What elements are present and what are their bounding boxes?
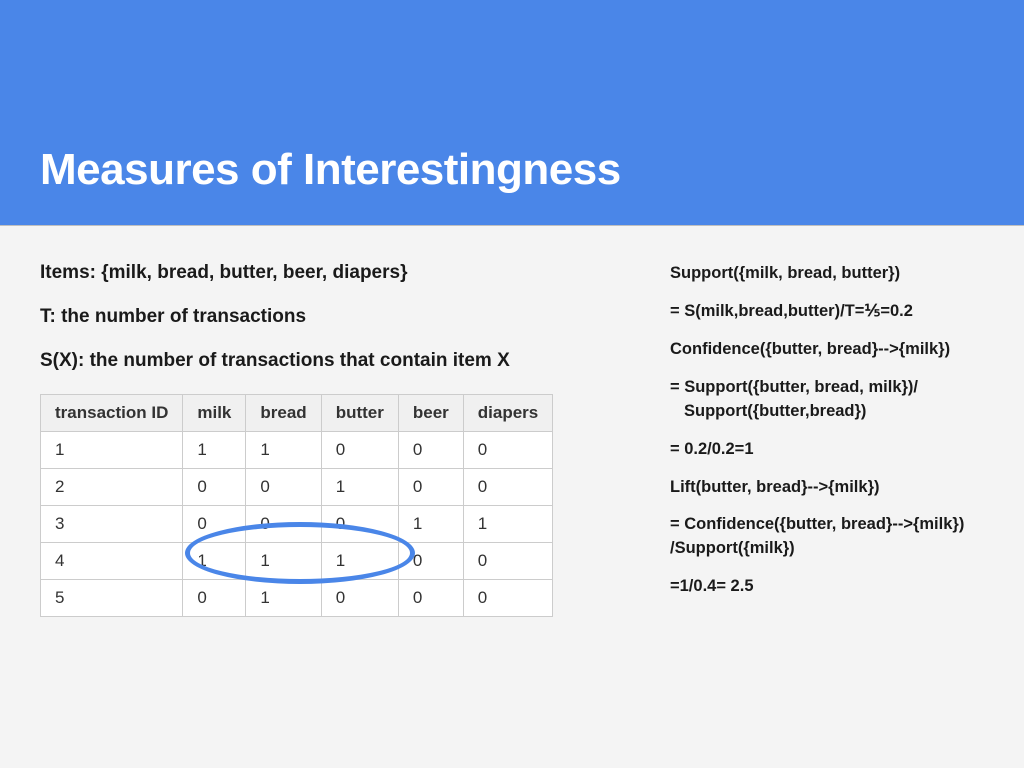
left-column: Items: {milk, bread, butter, beer, diape… [40,262,640,617]
col-header: butter [321,395,398,432]
cell: 1 [321,543,398,580]
cell: 0 [463,543,552,580]
cell: 1 [246,580,321,617]
col-header: transaction ID [41,395,183,432]
table-header-row: transaction ID milk bread butter beer di… [41,395,553,432]
cell: 4 [41,543,183,580]
calc-line: = Confidence({butter, bread}-->{milk}) /… [670,513,984,561]
cell: 1 [463,506,552,543]
col-header: beer [398,395,463,432]
cell: 5 [41,580,183,617]
cell: 0 [398,580,463,617]
cell: 0 [463,432,552,469]
slide-title: Measures of Interestingness [40,145,621,195]
calc-text: Support({butter,bread}) [670,402,866,420]
def-T: T: the number of transactions [40,306,640,328]
cell: 1 [246,543,321,580]
def-items: Items: {milk, bread, butter, beer, diape… [40,262,640,284]
calc-line: Lift(butter, bread}-->{milk}) [670,476,984,500]
cell: 1 [41,432,183,469]
calc-line: = Support({butter, bread, milk})/ Suppor… [670,376,984,424]
calc-text: = Support({butter, bread, milk})/ [670,378,918,396]
calc-line: Confidence({butter, bread}-->{milk}) [670,338,984,362]
calc-line: = S(milk,bread,butter)/T=⅕=0.2 [670,300,984,324]
calc-line: =1/0.4= 2.5 [670,575,984,599]
definitions-block: Items: {milk, bread, butter, beer, diape… [40,262,640,372]
table-row: 2 0 0 1 0 0 [41,469,553,506]
slide-content: Items: {milk, bread, butter, beer, diape… [0,226,1024,617]
cell: 0 [398,432,463,469]
table-row: 5 0 1 0 0 0 [41,580,553,617]
cell: 0 [246,506,321,543]
calc-line: Support({milk, bread, butter}) [670,262,984,286]
table-row: 3 0 0 0 1 1 [41,506,553,543]
cell: 0 [321,506,398,543]
cell: 1 [183,432,246,469]
def-SX: S(X): the number of transactions that co… [40,350,640,372]
table-row: 4 1 1 1 0 0 [41,543,553,580]
cell: 0 [398,543,463,580]
cell: 0 [183,580,246,617]
calc-text: = Confidence({butter, bread}-->{milk}) [670,515,964,533]
cell: 2 [41,469,183,506]
cell: 1 [246,432,321,469]
cell: 0 [183,506,246,543]
cell: 0 [463,469,552,506]
cell: 1 [321,469,398,506]
cell: 0 [183,469,246,506]
calculations-block: Support({milk, bread, butter}) = S(milk,… [670,262,984,617]
col-header: bread [246,395,321,432]
cell: 1 [183,543,246,580]
cell: 0 [321,580,398,617]
calc-text: /Support({milk}) [670,539,795,557]
cell: 0 [321,432,398,469]
cell: 0 [246,469,321,506]
calc-line: = 0.2/0.2=1 [670,438,984,462]
cell: 0 [398,469,463,506]
table-row: 1 1 1 0 0 0 [41,432,553,469]
col-header: diapers [463,395,552,432]
transactions-table: transaction ID milk bread butter beer di… [40,394,553,617]
col-header: milk [183,395,246,432]
cell: 3 [41,506,183,543]
slide-header: Measures of Interestingness [0,0,1024,226]
cell: 1 [398,506,463,543]
cell: 0 [463,580,552,617]
